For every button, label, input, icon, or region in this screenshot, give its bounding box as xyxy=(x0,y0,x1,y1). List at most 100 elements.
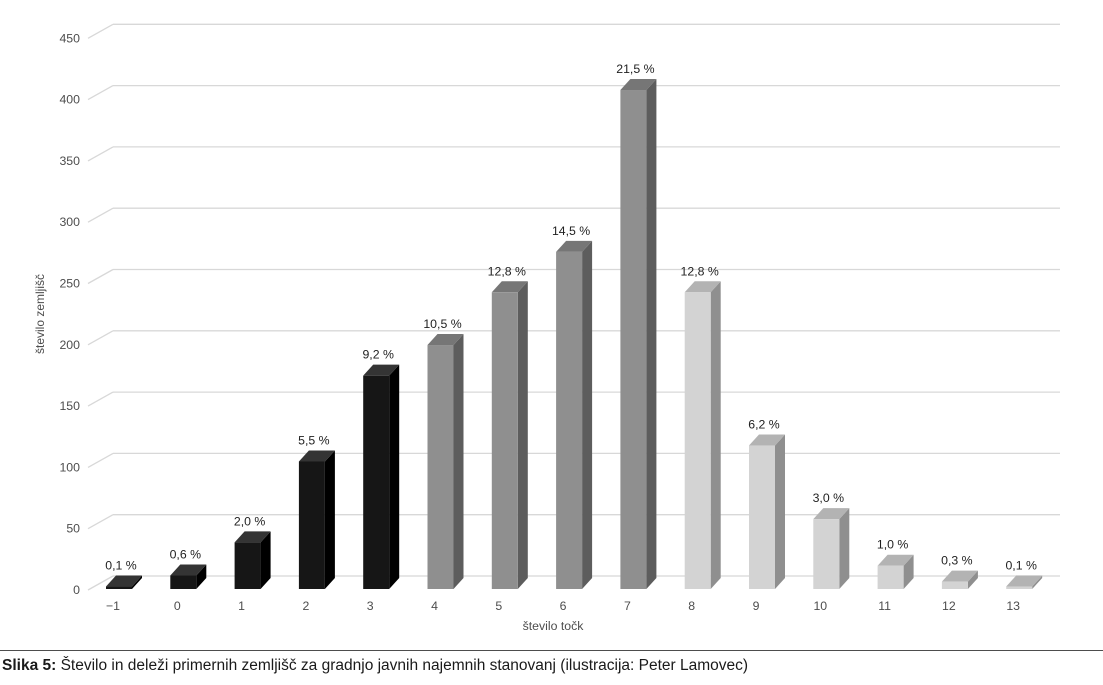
y-axis-tick-label: 0 xyxy=(73,583,80,597)
y-axis-tick-label: 200 xyxy=(59,338,80,352)
x-axis-category-label: 4 xyxy=(431,599,438,613)
y-axis-tick-3d xyxy=(87,85,114,101)
bar-side-face xyxy=(710,281,721,589)
bar-side-face xyxy=(389,364,400,589)
figure-caption-label: Slika 5: xyxy=(2,657,57,674)
bar-side-face xyxy=(903,554,914,589)
bar-side-face xyxy=(453,334,464,589)
bar-column-1 xyxy=(234,531,271,589)
bar-value-label: 14,5 % xyxy=(552,224,590,238)
bar-top-face xyxy=(749,434,785,446)
y-axis-tick-3d xyxy=(87,330,114,346)
bar-value-label: 12,8 % xyxy=(488,264,526,278)
x-axis-category-label: 10 xyxy=(813,599,827,613)
bar-column-5 xyxy=(491,281,528,589)
bar-column-13 xyxy=(1006,575,1043,589)
y-axis-tick-label: 300 xyxy=(59,215,80,229)
bar-front-face xyxy=(1006,586,1033,589)
bar-front-face xyxy=(813,519,840,589)
x-axis-category-label: 11 xyxy=(878,599,891,613)
bar-front-face xyxy=(427,345,454,589)
y-axis-tick-label: 50 xyxy=(66,522,80,536)
bar-column-11 xyxy=(877,554,914,589)
bar-side-face xyxy=(324,450,335,589)
bar-column-8 xyxy=(684,281,721,589)
bar-value-label: 0,3 % xyxy=(941,554,973,568)
y-axis-tick-3d xyxy=(87,23,114,39)
x-axis-category-label: 13 xyxy=(1006,599,1020,613)
bar-top-face xyxy=(491,281,528,293)
bar-column-0 xyxy=(170,564,207,589)
bar-top-face xyxy=(877,554,914,566)
x-axis-category-label: 5 xyxy=(495,599,502,613)
bar-column-2 xyxy=(298,450,335,589)
bar-side-face xyxy=(196,564,207,589)
bar-front-face xyxy=(234,542,261,589)
y-axis-title: število zemljišč xyxy=(33,274,47,354)
bar-value-label: 3,0 % xyxy=(813,491,845,505)
x-axis-category-label: 8 xyxy=(688,599,695,613)
y-axis-tick-label: 250 xyxy=(59,277,80,291)
y-axis-tick-label: 450 xyxy=(59,31,80,45)
bar-column-7 xyxy=(620,79,657,589)
bar-value-label: 2,0 % xyxy=(234,514,266,528)
bar-side-face xyxy=(646,79,657,589)
bar-column-12 xyxy=(941,570,978,589)
bar-side-face xyxy=(967,570,978,589)
y-axis-tick-3d xyxy=(87,391,114,407)
bar-front-face xyxy=(941,581,968,589)
bar-side-face xyxy=(132,575,142,589)
bar-top-face xyxy=(1006,575,1043,587)
x-axis-category-label: 1 xyxy=(238,599,245,613)
bar-front-face xyxy=(620,90,647,589)
y-axis-tick-3d xyxy=(87,146,114,162)
bar-side-face xyxy=(1032,575,1043,589)
bar-value-label: 21,5 % xyxy=(616,62,654,76)
bar-top-face xyxy=(106,575,142,587)
bar-top-face xyxy=(234,531,271,543)
x-axis-category-label: 2 xyxy=(302,599,309,613)
y-axis-tick-3d xyxy=(87,268,114,285)
bar-top-face xyxy=(170,564,207,576)
bar-side-face xyxy=(582,240,593,589)
bar-front-face xyxy=(363,375,390,589)
y-axis-tick-label: 400 xyxy=(59,93,80,107)
bar-top-face xyxy=(941,570,978,582)
y-axis-tick-3d xyxy=(87,452,114,468)
bar-front-face xyxy=(684,292,711,589)
bar-front-face xyxy=(877,565,904,589)
x-axis-category-label: 9 xyxy=(753,599,760,613)
figure-caption: Slika 5: Število in deleži primernih zem… xyxy=(2,656,1101,676)
bar-value-label: 0,1 % xyxy=(1005,559,1037,573)
y-axis-tick-3d xyxy=(87,514,114,530)
bar-side-face xyxy=(517,281,528,589)
bar-front-face xyxy=(298,461,325,589)
y-axis-tick-label: 150 xyxy=(59,399,80,413)
bar-value-label: 6,2 % xyxy=(748,418,780,432)
x-axis-category-label: 3 xyxy=(367,599,374,613)
x-axis-title: število točk xyxy=(523,619,585,633)
y-axis-tick-3d xyxy=(87,207,114,223)
bar-side-face xyxy=(260,531,271,589)
bar-front-face xyxy=(170,575,197,589)
bar-column-10 xyxy=(813,508,850,589)
bar-value-label: 9,2 % xyxy=(362,348,394,362)
bar-top-face xyxy=(684,281,721,293)
bar-top-face xyxy=(427,334,464,346)
bar-value-label: 1,0 % xyxy=(877,538,909,552)
y-axis-tick-label: 350 xyxy=(59,154,80,168)
bar-value-label: 12,8 % xyxy=(681,264,719,278)
x-axis-category-label: 6 xyxy=(560,599,567,613)
bar-column-−1 xyxy=(106,575,142,589)
figure-caption-text: Število in deleži primernih zemljišč za … xyxy=(60,657,749,674)
bar-top-face xyxy=(620,79,657,91)
x-axis-category-label: −1 xyxy=(106,599,120,613)
bar-top-face xyxy=(298,450,335,462)
bar-front-face xyxy=(106,586,132,589)
x-axis-category-label: 0 xyxy=(174,599,181,613)
bar-side-face xyxy=(839,508,850,589)
caption-divider xyxy=(0,650,1103,651)
bar-front-face xyxy=(491,292,518,589)
bar-value-label: 0,6 % xyxy=(170,548,202,562)
